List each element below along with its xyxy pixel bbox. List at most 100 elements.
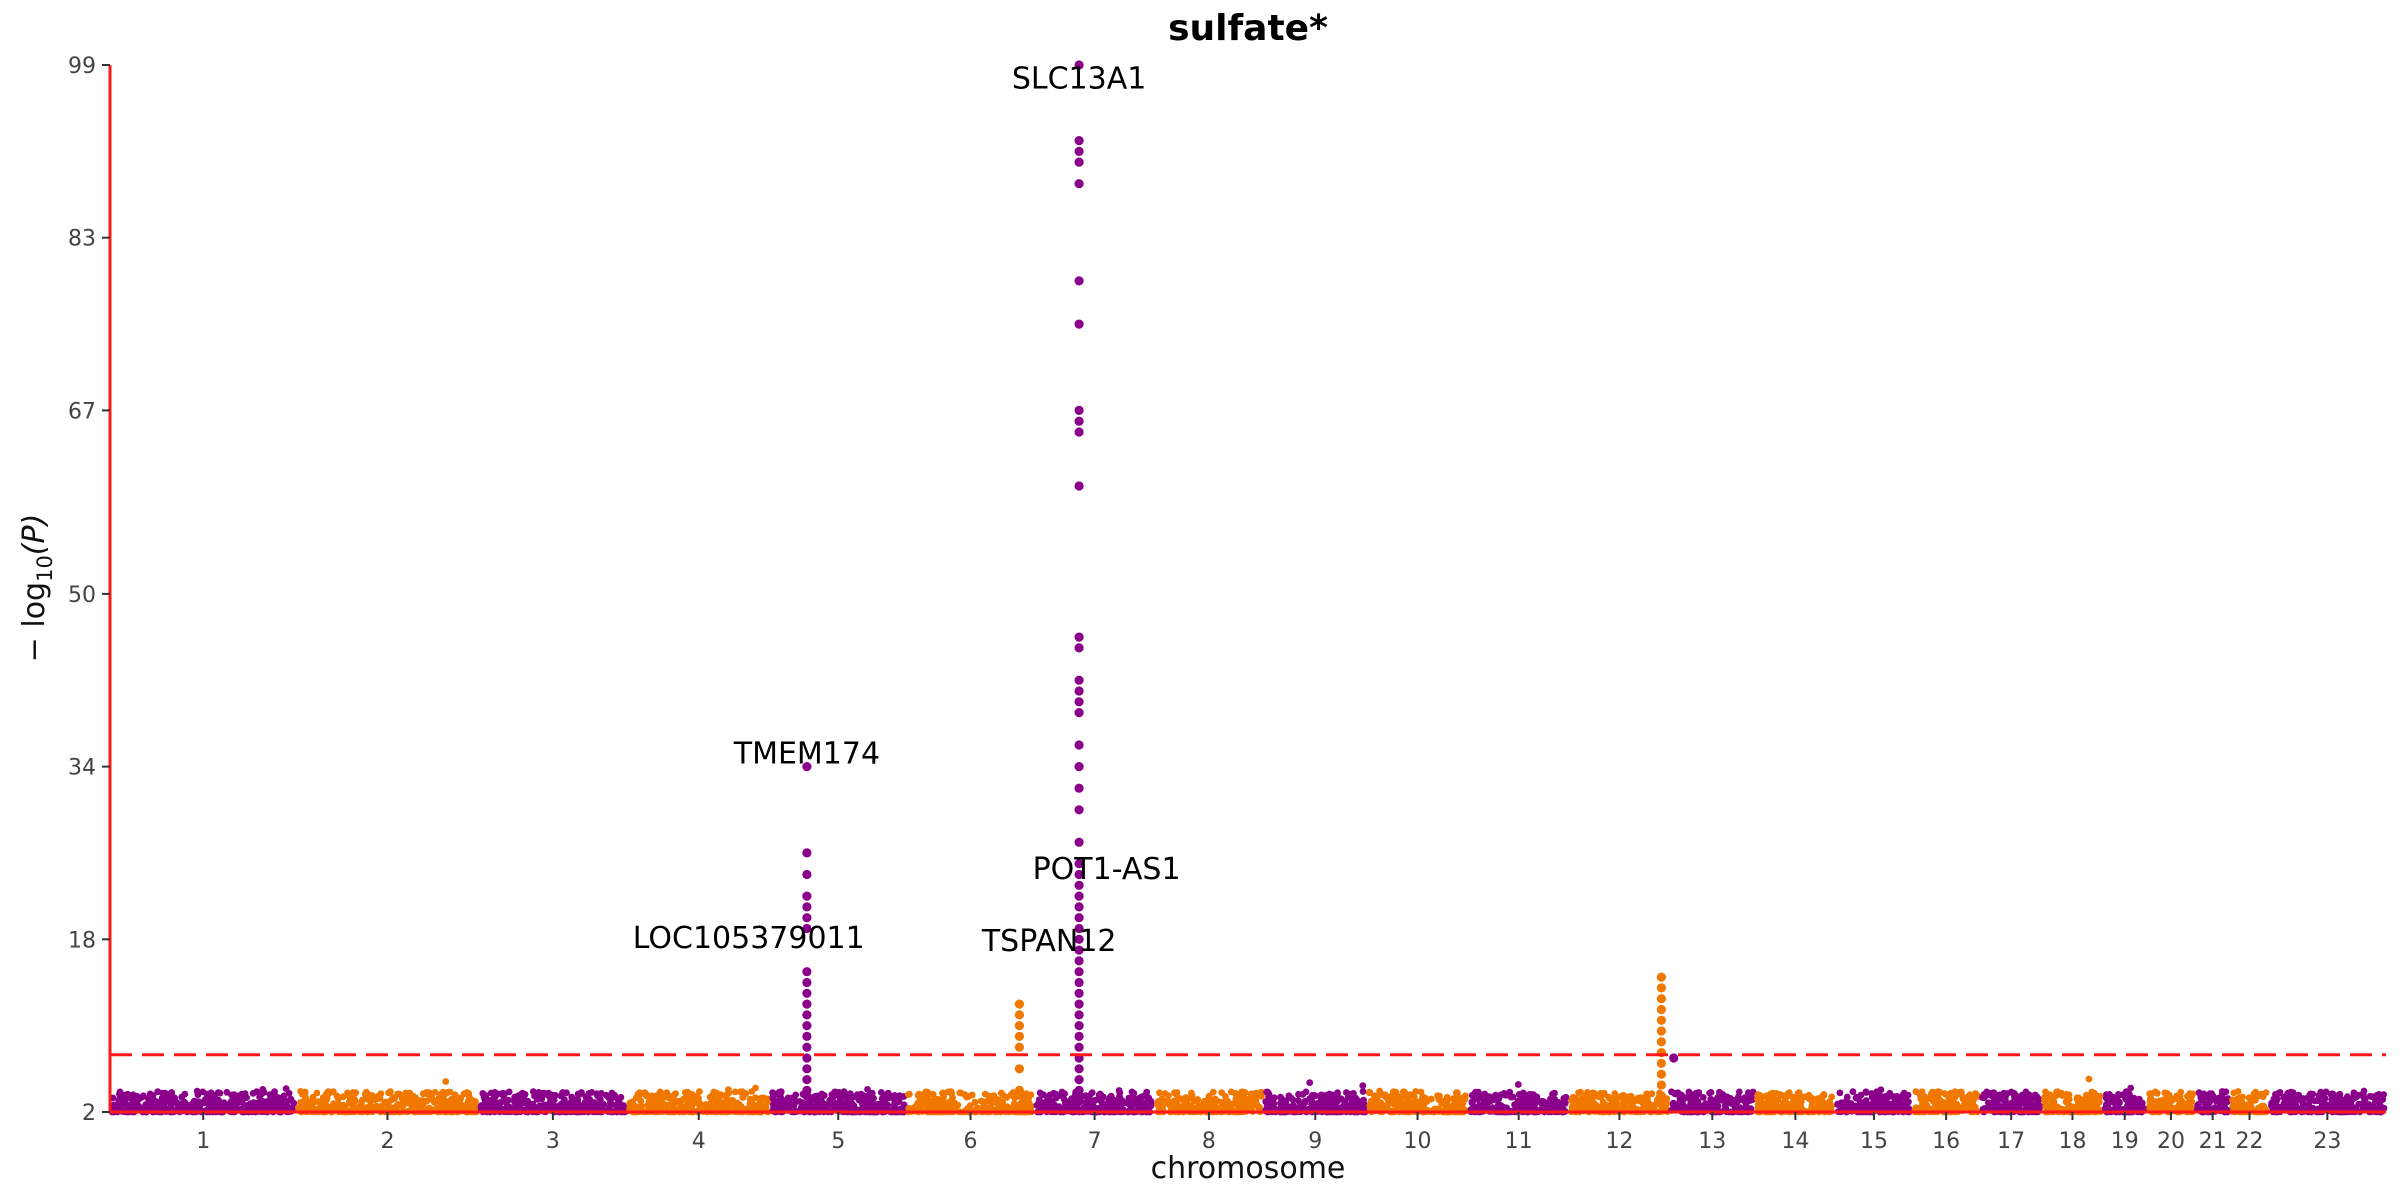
snp-point xyxy=(1238,1096,1245,1103)
snp-point xyxy=(571,1103,579,1111)
snp-point xyxy=(1994,1093,2002,1101)
snp-point xyxy=(626,1104,634,1112)
snp-point xyxy=(1948,1097,1956,1104)
snp-point xyxy=(1161,1090,1169,1097)
snp-point xyxy=(1699,1094,1707,1101)
snp-point xyxy=(990,1095,997,1103)
snp-point xyxy=(359,1096,366,1104)
snp-point xyxy=(879,1104,886,1111)
snp-point xyxy=(2235,1094,2243,1102)
snp-point xyxy=(2085,1075,2093,1083)
snp-point xyxy=(756,1097,764,1105)
snp-point xyxy=(884,1101,892,1109)
snp-point xyxy=(940,1093,947,1101)
snp-point xyxy=(867,1094,874,1102)
snp-point xyxy=(957,1089,965,1097)
snp-point xyxy=(1687,1090,1695,1098)
snp-point xyxy=(2344,1104,2352,1112)
snp-point xyxy=(1133,1099,1141,1107)
snp-point xyxy=(1773,1090,1780,1097)
snp-point xyxy=(792,1091,800,1099)
snp-point xyxy=(1546,1101,1554,1109)
snp-point xyxy=(1526,1091,1533,1098)
snp-point xyxy=(281,1097,289,1105)
snp-point xyxy=(439,1097,447,1104)
snp-point xyxy=(890,1101,898,1109)
snp-point xyxy=(2189,1090,2197,1098)
snp-point xyxy=(1373,1093,1381,1101)
snp-point xyxy=(1278,1102,1285,1110)
chromosome-points-2 xyxy=(295,1078,480,1116)
snp-point xyxy=(1052,1090,1059,1098)
snp-point xyxy=(1942,1099,1950,1107)
snp-point xyxy=(2132,1099,2140,1107)
snp-point xyxy=(1397,1094,1405,1102)
snp-point xyxy=(1923,1104,1931,1112)
snp-point xyxy=(1350,1097,1357,1105)
snp-point xyxy=(557,1102,565,1109)
snp-point xyxy=(951,1104,958,1112)
snp-point xyxy=(2052,1092,2060,1099)
snp-point xyxy=(406,1093,413,1100)
snp-point xyxy=(1781,1096,1789,1104)
snp-point xyxy=(652,1093,659,1101)
snp-point xyxy=(122,1091,130,1099)
snp-point xyxy=(418,1099,426,1107)
snp-point xyxy=(243,1094,250,1101)
snp-point xyxy=(1918,1088,1926,1096)
snp-point xyxy=(2206,1099,2213,1107)
snp-point xyxy=(193,1099,201,1107)
snp-point xyxy=(1658,1102,1665,1110)
snp-point xyxy=(725,1086,732,1094)
snp-point xyxy=(739,1093,747,1101)
snp-point xyxy=(1218,1089,1226,1096)
snp-point xyxy=(1018,1093,1025,1101)
snp-point xyxy=(2102,1094,2110,1102)
snp-point xyxy=(924,1095,932,1103)
snp-point xyxy=(900,1101,908,1109)
snp-point xyxy=(512,1101,519,1109)
snp-point xyxy=(1443,1097,1451,1105)
snp-point xyxy=(1060,1104,1068,1112)
snp-point xyxy=(1707,1095,1715,1103)
snp-point xyxy=(1064,1098,1072,1106)
snp-point xyxy=(1834,1100,1842,1108)
snp-point xyxy=(437,1091,445,1098)
chromosome-points-21 xyxy=(2193,1088,2232,1116)
snp-point xyxy=(164,1097,172,1104)
snp-point xyxy=(1757,1097,1765,1105)
snp-point xyxy=(1022,1105,1030,1112)
snp-point xyxy=(1302,1088,1310,1096)
snp-point xyxy=(1767,1090,1774,1098)
snp-point xyxy=(1515,1101,1523,1109)
snp-point xyxy=(1849,1088,1857,1095)
snp-point xyxy=(1501,1091,1509,1099)
snp-point xyxy=(1605,1093,1613,1101)
snp-point xyxy=(2042,1088,2049,1096)
snp-point xyxy=(1901,1094,1909,1101)
snp-point xyxy=(985,1105,992,1112)
snp-point xyxy=(1334,1090,1341,1098)
snp-point xyxy=(748,1100,756,1107)
snp-point xyxy=(1224,1097,1231,1105)
snp-point xyxy=(2229,1102,2237,1110)
snp-point xyxy=(490,1105,498,1113)
snp-point xyxy=(1857,1091,1865,1099)
snp-point xyxy=(1412,1088,1420,1095)
snp-point xyxy=(574,1096,582,1104)
snp-point xyxy=(1141,1092,1148,1100)
snp-point xyxy=(297,1099,304,1106)
snp-point xyxy=(1257,1088,1265,1096)
snp-point xyxy=(2157,1100,2165,1108)
snp-point xyxy=(586,1095,593,1103)
snp-point xyxy=(1636,1094,1644,1102)
snp-point xyxy=(258,1090,265,1098)
snp-point xyxy=(790,1101,798,1109)
snp-point xyxy=(2137,1103,2145,1111)
snp-point xyxy=(1936,1089,1944,1096)
snp-point xyxy=(1561,1094,1569,1102)
snp-point xyxy=(1736,1096,1744,1104)
snp-point xyxy=(648,1099,656,1107)
snp-point xyxy=(1828,1093,1836,1101)
snp-point xyxy=(1731,1104,1739,1111)
